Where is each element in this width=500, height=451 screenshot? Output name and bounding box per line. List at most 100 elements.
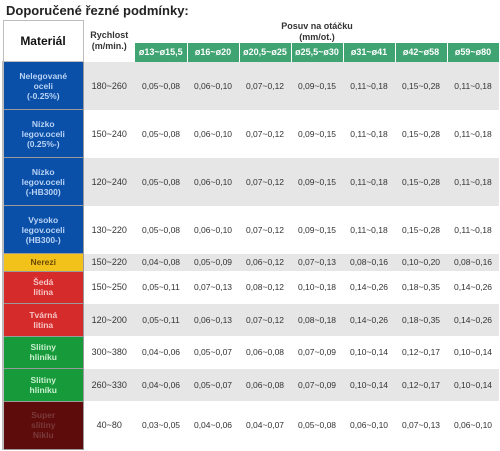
table-row: Tvárná litina 120~200 0,05~0,11 0,06~0,13 0,0…: [2, 303, 499, 337]
feed-cell: 0,07~0,12: [239, 109, 291, 158]
feed-cell: 0,10~0,14: [447, 368, 499, 402]
feed-cell: 0,11~0,18: [447, 205, 499, 254]
feed-cell: 0,05~0,08: [135, 157, 187, 206]
feed-cell: 0,06~0,10: [447, 401, 499, 450]
feed-cell: 0,15~0,28: [395, 109, 447, 158]
speed-cell: 180~260: [83, 61, 135, 110]
feed-cell: 0,05~0,07: [187, 336, 239, 369]
feed-cell: 0,18~0,35: [395, 271, 447, 304]
feed-cell: 0,08~0,18: [291, 303, 343, 337]
feed-cell: 0,18~0,35: [395, 303, 447, 337]
table-row: Nelegované oceli (-0.25%) 180~260 0,05~0,08 0…: [2, 60, 499, 111]
material-label-line: litina: [33, 319, 54, 330]
feed-cell: 0,10~0,14: [447, 336, 499, 369]
material-cell: Nízko legov.oceli (0.25%-): [2, 109, 84, 159]
material-cell: Super slitiny Niklu: [2, 400, 84, 451]
material-cell: Nerezi: [2, 253, 84, 272]
speed-cell: 120~200: [83, 303, 135, 337]
material-label-line: Nízko: [31, 166, 55, 177]
table-row: Super slitiny Niklu 40~80 0,03~0,05 0,04~0,06…: [2, 400, 499, 451]
feed-cell: 0,07~0,12: [239, 303, 291, 337]
header-diameter: ø16~ø20: [187, 42, 240, 62]
feed-cell: 0,11~0,18: [447, 61, 499, 110]
feed-cell: 0,04~0,06: [135, 336, 187, 369]
feed-cell: 0,15~0,28: [395, 157, 447, 206]
material-cell: Vysoko legov.oceli (HB300-): [2, 205, 84, 255]
feed-cell: 0,04~0,08: [135, 253, 187, 271]
feed-cell: 0,05~0,08: [135, 109, 187, 158]
feed-cell: 0,11~0,18: [447, 157, 499, 206]
feed-cell: 0,15~0,28: [395, 205, 447, 254]
table-row: Nízko legov.oceli (0.25%-) 150~240 0,05~0,08…: [2, 109, 499, 159]
speed-cell: 150~240: [83, 109, 135, 158]
feed-cell: 0,11~0,18: [343, 205, 395, 254]
material-label-line: (-0.25%): [26, 90, 60, 101]
speed-cell: 150~220: [83, 253, 135, 271]
material-label-line: (HB300-): [25, 234, 61, 245]
material-label-line: Slitiny: [30, 375, 56, 386]
feed-cell: 0,07~0,12: [239, 205, 291, 254]
feed-cell: 0,06~0,13: [187, 303, 239, 337]
feed-cell: 0,15~0,28: [395, 61, 447, 110]
feed-cell: 0,14~0,26: [447, 271, 499, 304]
feed-cell: 0,07~0,13: [291, 253, 343, 271]
feed-cell: 0,11~0,18: [447, 109, 499, 158]
feed-cell: 0,06~0,10: [187, 205, 239, 254]
material-label-line: Niklu: [32, 430, 54, 441]
material-label-line: litina: [33, 287, 54, 298]
feed-cell: 0,05~0,09: [187, 253, 239, 271]
speed-cell: 40~80: [83, 401, 135, 450]
feed-cell: 0,06~0,10: [187, 61, 239, 110]
table-row: Slitiny hliníku 300~380 0,04~0,06 0,05~0,07 0…: [2, 335, 499, 370]
feed-cell: 0,10~0,14: [343, 336, 395, 369]
feed-cell: 0,07~0,12: [239, 157, 291, 206]
table-row: Slitiny hliníku 260~330 0,04~0,06 0,05~0,07 0…: [2, 368, 499, 402]
feed-cell: 0,05~0,08: [291, 401, 343, 450]
feed-cell: 0,05~0,08: [135, 205, 187, 254]
material-label-line: legov.oceli: [21, 176, 65, 187]
material-cell: Tvárná litina: [2, 303, 84, 337]
speed-cell: 130~220: [83, 205, 135, 254]
feed-cell: 0,09~0,15: [291, 205, 343, 254]
feed-cell: 0,09~0,15: [291, 109, 343, 158]
feed-cell: 0,05~0,11: [135, 303, 187, 337]
feed-cell: 0,06~0,10: [187, 157, 239, 206]
feed-cell: 0,03~0,05: [135, 401, 187, 450]
material-label-line: Tvárná: [29, 309, 58, 320]
material-label-line: Nízko: [31, 118, 55, 129]
feed-cell: 0,07~0,13: [395, 401, 447, 450]
feed-cell: 0,12~0,17: [395, 336, 447, 369]
speed-cell: 300~380: [83, 336, 135, 369]
material-label-line: oceli: [33, 80, 53, 91]
feed-cell: 0,06~0,12: [239, 253, 291, 271]
feed-cell: 0,07~0,13: [187, 271, 239, 304]
table-row: Šedá litina 150~250 0,05~0,11 0,07~0,13 0,08~…: [2, 270, 499, 305]
header-diameter: ø13~ø15,5: [135, 42, 188, 62]
header-material: Materiál: [2, 20, 84, 62]
feed-cell: 0,14~0,26: [343, 303, 395, 337]
material-label-line: legov.oceli: [21, 128, 65, 139]
header-speed-line1: Rychlost: [90, 30, 129, 40]
feed-cell: 0,05~0,07: [187, 368, 239, 402]
feed-cell: 0,09~0,15: [291, 61, 343, 110]
feed-cell: 0,06~0,08: [239, 336, 291, 369]
cutting-conditions-table: Materiál Rychlost (m/min.) Posuv na otáč…: [2, 20, 500, 451]
feed-cell: 0,10~0,18: [291, 271, 343, 304]
feed-cell: 0,06~0,08: [239, 368, 291, 402]
diameter-header-row: ø13~ø15,5 ø16~ø20 ø20,5~ø25 ø25,5~ø30 ø31~ø4…: [3, 42, 500, 62]
material-label-line: legov.oceli: [21, 224, 65, 235]
header-speed-line2: (m/min.): [91, 41, 127, 51]
material-label-line: hliníku: [29, 352, 57, 363]
header-feed-line2: (mm/ot.): [299, 31, 335, 42]
feed-cell: 0,10~0,14: [343, 368, 395, 402]
feed-cell: 0,10~0,20: [395, 253, 447, 271]
material-cell: Slitiny hliníku: [2, 368, 84, 402]
feed-cell: 0,05~0,11: [135, 271, 187, 304]
table-row: Nízko legov.oceli (-HB300) 120~240 0,05~0,08…: [2, 157, 499, 207]
material-label-line: slitiny: [30, 420, 56, 431]
speed-cell: 120~240: [83, 157, 135, 206]
header-diameter: ø20,5~ø25: [239, 42, 292, 62]
feed-cell: 0,14~0,26: [447, 303, 499, 337]
feed-cell: 0,05~0,08: [135, 61, 187, 110]
feed-cell: 0,08~0,12: [239, 271, 291, 304]
